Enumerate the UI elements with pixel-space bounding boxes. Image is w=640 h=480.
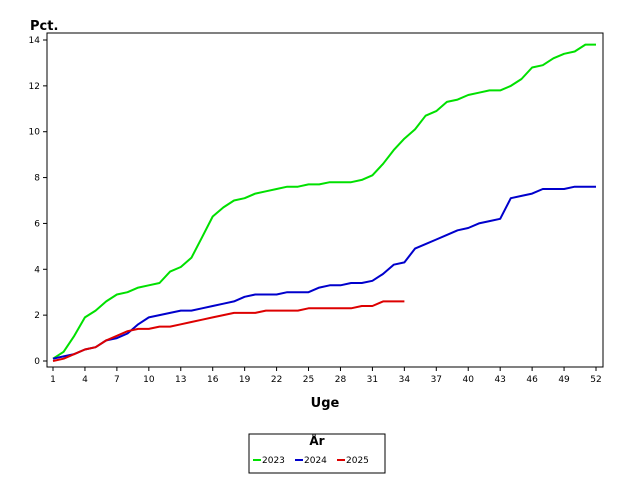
series-lines <box>52 43 596 362</box>
legend: År 2023 2024 2025 <box>248 433 386 474</box>
y-tick-label: 14 <box>29 36 41 46</box>
plot-frame <box>46 32 604 368</box>
x-tick-label: 43 <box>494 375 505 385</box>
x-tick-label: 49 <box>558 375 570 385</box>
y-tick-label: 6 <box>34 219 40 229</box>
series-line-2024 <box>52 185 596 360</box>
x-tick-label: 7 <box>114 375 120 385</box>
y-axis-title: Pct. <box>30 19 58 34</box>
y-tick-label: 8 <box>34 174 40 184</box>
x-tick-label: 10 <box>143 375 155 385</box>
x-tick-label: 19 <box>239 375 251 385</box>
x-tick-label: 28 <box>335 375 347 385</box>
y-tick-label: 0 <box>34 357 40 367</box>
legend-title: År <box>309 433 324 448</box>
x-tick-label: 1 <box>50 375 56 385</box>
series-line-2023 <box>52 43 596 360</box>
legend-label-2024: 2024 <box>304 456 327 466</box>
series-line-2025 <box>52 300 405 362</box>
legend-items: 2023 2024 2025 <box>253 456 369 466</box>
y-tick-label: 4 <box>34 265 40 275</box>
legend-box <box>248 433 386 474</box>
x-tick-label: 25 <box>303 375 314 385</box>
y-tick-label: 2 <box>34 311 40 321</box>
x-axis: 1 4 7 10 13 16 19 22 25 28 31 34 37 40 43 46 49 52 <box>50 367 602 385</box>
x-tick-label: 52 <box>590 375 601 385</box>
x-axis-title: Uge <box>311 396 340 411</box>
x-tick-label: 46 <box>526 375 538 385</box>
x-tick-label: 16 <box>207 375 219 385</box>
legend-label-2023: 2023 <box>262 456 285 466</box>
x-tick-label: 34 <box>399 375 411 385</box>
y-tick-label: 10 <box>29 128 41 138</box>
x-tick-label: 13 <box>175 375 186 385</box>
x-tick-label: 40 <box>463 375 475 385</box>
x-tick-label: 31 <box>367 375 378 385</box>
y-tick-label: 12 <box>29 82 40 92</box>
plot-area <box>46 32 604 368</box>
y-axis: 0 2 4 6 8 10 12 14 <box>29 36 47 367</box>
x-tick-label: 4 <box>82 375 88 385</box>
x-tick-label: 22 <box>271 375 282 385</box>
legend-label-2025: 2025 <box>346 456 369 466</box>
x-tick-label: 37 <box>431 375 442 385</box>
